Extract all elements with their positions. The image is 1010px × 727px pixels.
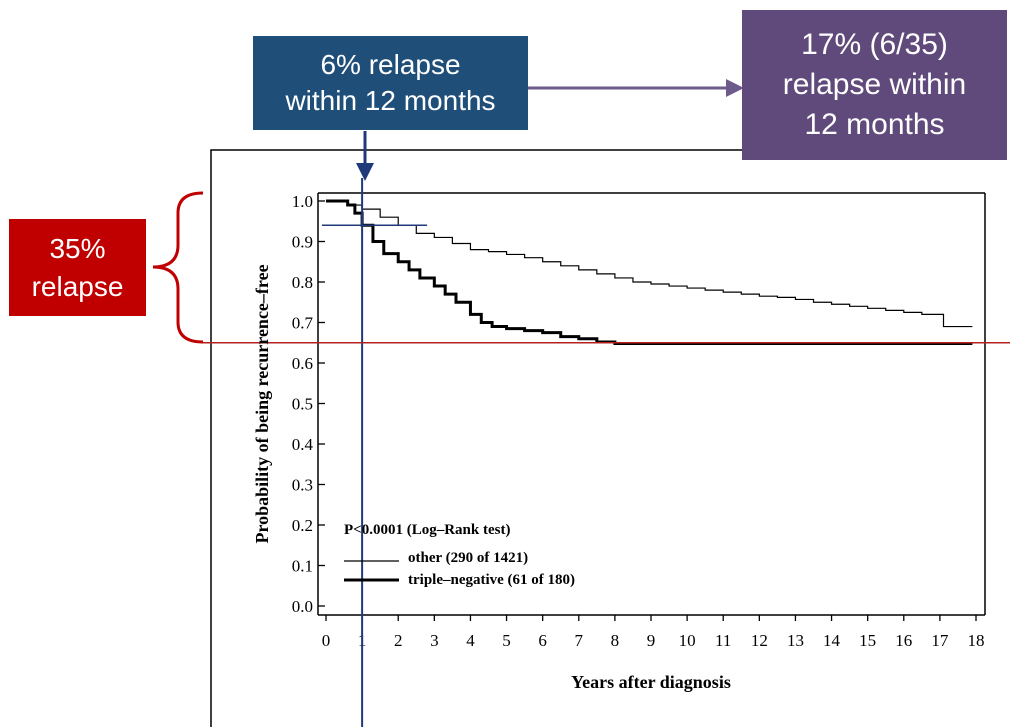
x-tick-label: 14 <box>823 631 841 650</box>
series-line-other <box>326 200 973 328</box>
x-tick-label: 3 <box>430 631 439 650</box>
legend-label-triple-negative: triple–negative (61 of 180) <box>408 572 575 588</box>
y-tick-label: 0.3 <box>292 476 313 495</box>
series-line-triple-negative <box>326 199 973 346</box>
x-axis-ticks: 0123456789101112131415161718 <box>322 615 985 650</box>
x-tick-label: 15 <box>859 631 876 650</box>
x-tick-label: 17 <box>931 631 949 650</box>
relapse-brace <box>152 191 204 344</box>
y-tick-label: 0.2 <box>292 516 313 535</box>
callout-17pct-line1: 17% (6/35) <box>801 28 948 61</box>
figure-frame <box>210 149 742 727</box>
x-tick-label: 0 <box>322 631 331 650</box>
callout-35pct-line2: relapse <box>31 270 124 302</box>
callout-17pct-relapse: 17% (6/35) relapse within 12 months <box>742 10 1007 160</box>
callout-35pct-relapse: 35% relapse <box>9 219 146 316</box>
callout-17pct-line3: 12 months <box>804 108 945 141</box>
x-tick-label: 9 <box>647 631 656 650</box>
callout-35pct-line1: 35% <box>49 232 106 264</box>
y-tick-label: 0.5 <box>292 395 313 414</box>
y-tick-label: 0.8 <box>292 273 313 292</box>
x-tick-label: 11 <box>715 631 731 650</box>
y-tick-label: 0.4 <box>292 435 314 454</box>
x-tick-label: 4 <box>466 631 475 650</box>
callout-6pct-relapse: 6% relapse within 12 months <box>253 36 528 130</box>
y-tick-label: 1.0 <box>292 192 313 211</box>
y-axis-ticks: 0.0 0.1 0.2 0.3 0.4 0.5 0.6 0.7 0.8 0.9 1.0 <box>292 192 325 616</box>
x-tick-label: 12 <box>751 631 768 650</box>
callout-6pct-line1: 6% relapse <box>320 49 461 80</box>
x-tick-label: 13 <box>787 631 804 650</box>
y-tick-label: 0.6 <box>292 354 313 373</box>
x-tick-label: 10 <box>679 631 696 650</box>
p-value-annotation: P<0.0001 (Log–Rank test) <box>344 522 510 538</box>
legend-label-other: other (290 of 1421) <box>408 550 528 566</box>
y-tick-label: 0.0 <box>292 597 313 616</box>
x-tick-label: 18 <box>968 631 985 650</box>
x-tick-label: 2 <box>394 631 403 650</box>
callout-17pct-line2: relapse within <box>782 68 967 101</box>
y-tick-label: 0.1 <box>292 557 313 576</box>
x-axis-label: Years after diagnosis <box>571 672 731 692</box>
x-tick-label: 5 <box>502 631 511 650</box>
callout-6pct-line2: within 12 months <box>285 85 496 116</box>
x-tick-label: 7 <box>575 631 584 650</box>
legend: other (290 of 1421) triple–negative (61 … <box>344 550 575 588</box>
x-tick-label: 6 <box>538 631 547 650</box>
y-tick-label: 0.9 <box>292 233 313 252</box>
y-tick-label: 0.7 <box>292 314 314 333</box>
y-axis-label: Probability of being recurrence–free <box>252 264 272 543</box>
x-tick-label: 8 <box>611 631 620 650</box>
x-tick-label: 16 <box>895 631 912 650</box>
